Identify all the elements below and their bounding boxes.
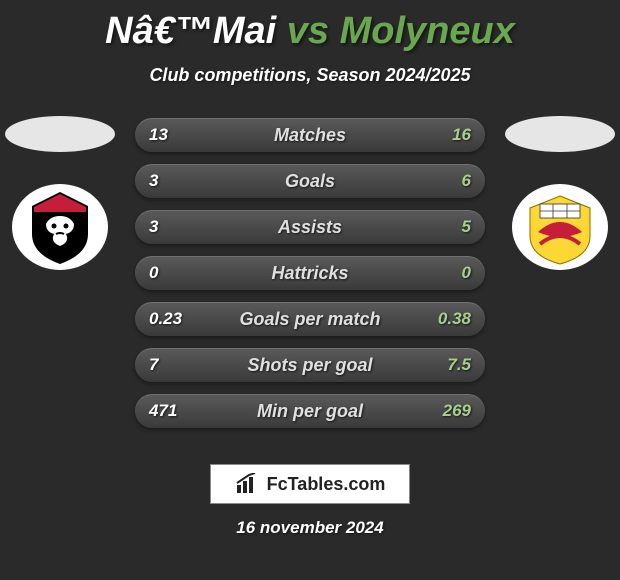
player2-avatar-placeholder [505, 116, 615, 152]
stat-label: Assists [278, 217, 342, 238]
left-side [0, 106, 120, 272]
stat-left-value: 13 [149, 125, 168, 145]
player1-avatar-placeholder [5, 116, 115, 152]
stat-row: 0.23 Goals per match 0.38 [135, 302, 485, 336]
doncaster-shield-icon [510, 182, 610, 272]
stat-right-value: 0.38 [438, 309, 471, 329]
stat-row: 471 Min per goal 269 [135, 394, 485, 428]
club-badge-left [10, 182, 110, 272]
page-title: Nâ€™Mai vs Molyneux [0, 0, 620, 53]
stat-left-value: 0.23 [149, 309, 182, 329]
stat-left-value: 3 [149, 171, 158, 191]
subtitle: Club competitions, Season 2024/2025 [0, 65, 620, 86]
stat-row: 3 Assists 5 [135, 210, 485, 244]
player1-name: Nâ€™Mai [105, 10, 276, 52]
chart-icon [235, 473, 261, 495]
stat-right-value: 6 [462, 171, 471, 191]
stat-row: 3 Goals 6 [135, 164, 485, 198]
vs-text: vs [287, 10, 329, 52]
stat-row: 7 Shots per goal 7.5 [135, 348, 485, 382]
stat-label: Matches [274, 125, 346, 146]
stat-left-value: 471 [149, 401, 177, 421]
stat-label: Min per goal [257, 401, 363, 422]
stat-right-value: 269 [443, 401, 471, 421]
stat-left-value: 3 [149, 217, 158, 237]
stat-row: 0 Hattricks 0 [135, 256, 485, 290]
stat-right-value: 16 [452, 125, 471, 145]
stat-bars: 13 Matches 16 3 Goals 6 3 Assists 5 0 Ha… [135, 118, 485, 440]
player2-name: Molyneux [340, 10, 515, 52]
stat-label: Shots per goal [247, 355, 372, 376]
stat-label: Goals per match [239, 309, 380, 330]
stat-right-value: 7.5 [447, 355, 471, 375]
comparison-body: 13 Matches 16 3 Goals 6 3 Assists 5 0 Ha… [0, 106, 620, 446]
right-side [500, 106, 620, 272]
stat-right-value: 0 [462, 263, 471, 283]
salford-shield-icon [10, 182, 110, 272]
stat-label: Goals [285, 171, 335, 192]
club-badge-right [510, 182, 610, 272]
stat-row: 13 Matches 16 [135, 118, 485, 152]
watermark-text: FcTables.com [267, 474, 386, 495]
stat-right-value: 5 [462, 217, 471, 237]
watermark: FcTables.com [210, 464, 410, 504]
date-text: 16 november 2024 [0, 518, 620, 538]
stat-left-value: 0 [149, 263, 158, 283]
stat-left-value: 7 [149, 355, 158, 375]
stat-label: Hattricks [271, 263, 348, 284]
